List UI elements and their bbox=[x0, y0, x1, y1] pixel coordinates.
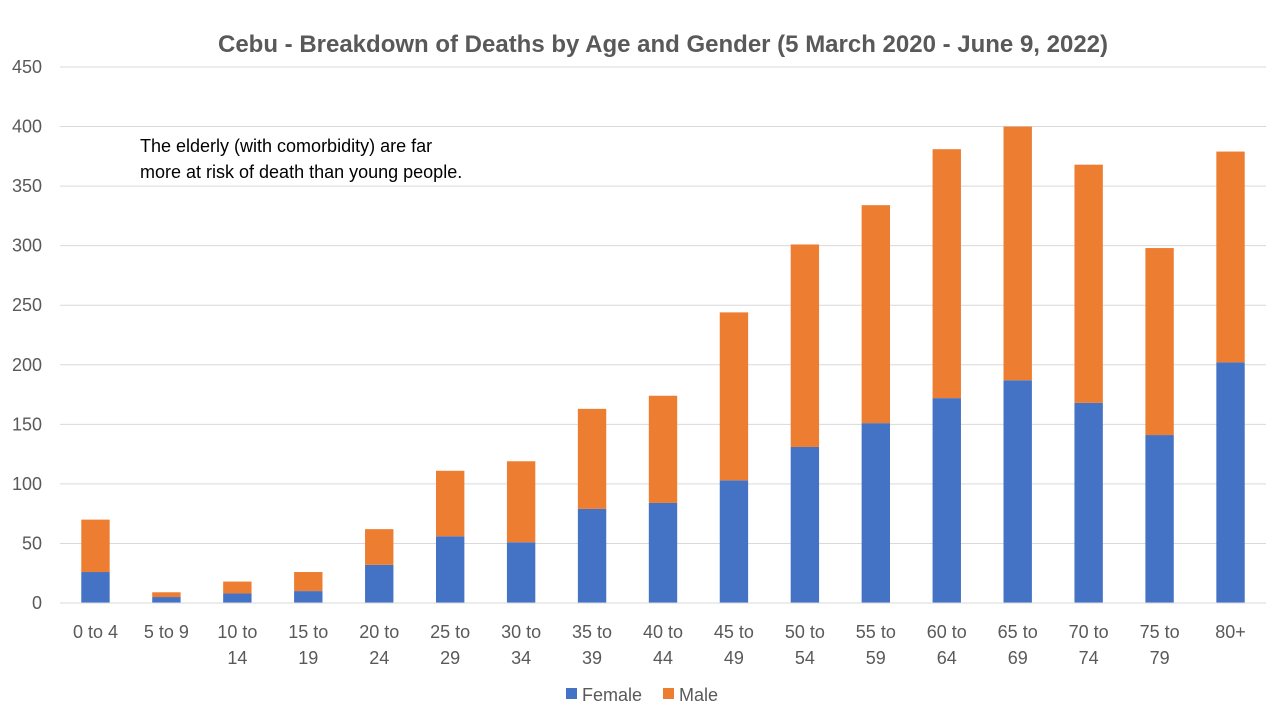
bar-female bbox=[223, 593, 252, 603]
y-tick-label: 100 bbox=[12, 474, 42, 494]
x-tick-label: 75 to bbox=[1140, 622, 1180, 642]
bar-female bbox=[648, 502, 678, 603]
bar-female bbox=[719, 480, 749, 603]
x-tick-label: 24 bbox=[369, 648, 389, 668]
bar-female bbox=[294, 591, 323, 603]
bar-male bbox=[648, 395, 678, 503]
bar-female bbox=[1003, 380, 1032, 603]
x-tick-label: 20 to bbox=[359, 622, 399, 642]
chart-title: Cebu - Breakdown of Deaths by Age and Ge… bbox=[218, 31, 1108, 58]
bar-male bbox=[1074, 164, 1103, 403]
x-tick-label: 25 to bbox=[430, 622, 470, 642]
x-tick-label: 5 to 9 bbox=[144, 622, 189, 642]
bar-male bbox=[1145, 248, 1174, 436]
x-tick-label: 0 to 4 bbox=[73, 622, 118, 642]
x-tick-label: 70 to bbox=[1069, 622, 1109, 642]
x-tick-label: 60 to bbox=[927, 622, 967, 642]
gridlines bbox=[60, 66, 1266, 544]
x-tick-label: 80+ bbox=[1215, 622, 1246, 642]
x-tick-label: 14 bbox=[227, 648, 247, 668]
bar-female bbox=[365, 564, 394, 603]
bar-male bbox=[81, 519, 110, 573]
x-tick-label: 39 bbox=[582, 648, 602, 668]
x-tick-label: 34 bbox=[511, 648, 531, 668]
bars bbox=[81, 126, 1245, 603]
bar-female bbox=[1216, 362, 1245, 603]
y-axis-ticks: 0 50 100 150 200 250 300 350 400 450 bbox=[12, 57, 42, 613]
bar-male bbox=[435, 470, 465, 537]
x-tick-label: 29 bbox=[440, 648, 460, 668]
x-tick-label: 55 to bbox=[856, 622, 896, 642]
bar-male bbox=[1216, 151, 1245, 363]
x-tick-label: 59 bbox=[866, 648, 886, 668]
bar-male bbox=[1003, 126, 1032, 381]
y-tick-label: 400 bbox=[12, 117, 42, 137]
bar-male bbox=[152, 592, 181, 598]
annotation-line-2: more at risk of death than young people. bbox=[140, 162, 462, 182]
bar-female bbox=[1145, 435, 1174, 603]
y-tick-label: 0 bbox=[32, 593, 42, 613]
x-tick-label: 79 bbox=[1150, 648, 1170, 668]
x-tick-label: 50 to bbox=[785, 622, 825, 642]
x-tick-label: 64 bbox=[937, 648, 957, 668]
x-tick-label: 45 to bbox=[714, 622, 754, 642]
bar-male bbox=[223, 581, 252, 594]
legend-swatch-female bbox=[566, 688, 577, 699]
x-tick-label: 35 to bbox=[572, 622, 612, 642]
legend-label-male: Male bbox=[679, 685, 718, 705]
bar-female bbox=[861, 423, 891, 603]
bar-male bbox=[577, 408, 607, 509]
x-tick-label: 44 bbox=[653, 648, 673, 668]
x-tick-label: 65 to bbox=[998, 622, 1038, 642]
x-tick-label: 69 bbox=[1008, 648, 1028, 668]
x-tick-label: 74 bbox=[1079, 648, 1099, 668]
legend-label-female: Female bbox=[582, 685, 642, 705]
bar-male bbox=[932, 149, 961, 399]
y-tick-label: 200 bbox=[12, 355, 42, 375]
x-tick-label: 30 to bbox=[501, 622, 541, 642]
bar-female bbox=[790, 446, 820, 603]
bar-male bbox=[365, 529, 394, 565]
bar-female bbox=[435, 536, 465, 603]
x-tick-label: 54 bbox=[795, 648, 815, 668]
y-tick-label: 450 bbox=[12, 57, 42, 77]
bar-female bbox=[81, 572, 110, 603]
annotation-line-1: The elderly (with comorbidity) are far bbox=[140, 136, 432, 156]
x-tick-label: 10 to bbox=[217, 622, 257, 642]
bar-male bbox=[719, 312, 749, 481]
legend: Female Male bbox=[566, 685, 718, 705]
bar-male bbox=[790, 244, 820, 447]
x-axis-ticks: 0 to 4 5 to 9 10 to 14 15 to 19 20 to 24 25 to 29… bbox=[73, 622, 1246, 668]
y-tick-label: 250 bbox=[12, 295, 42, 315]
legend-swatch-male bbox=[663, 688, 674, 699]
bar-female bbox=[932, 398, 961, 603]
bar-female bbox=[152, 597, 181, 603]
y-tick-label: 150 bbox=[12, 414, 42, 434]
y-tick-label: 300 bbox=[12, 236, 42, 256]
bar-male bbox=[506, 461, 536, 543]
x-tick-label: 40 to bbox=[643, 622, 683, 642]
bar-female bbox=[577, 508, 607, 603]
y-tick-label: 350 bbox=[12, 176, 42, 196]
annotation: The elderly (with comorbidity) are far m… bbox=[140, 136, 462, 182]
bar-male bbox=[294, 572, 323, 592]
bar-female bbox=[1074, 402, 1103, 603]
x-tick-label: 15 to bbox=[288, 622, 328, 642]
x-tick-label: 49 bbox=[724, 648, 744, 668]
y-tick-label: 50 bbox=[22, 533, 42, 553]
bar-male bbox=[861, 205, 891, 424]
bar-female bbox=[506, 542, 536, 603]
x-tick-label: 19 bbox=[298, 648, 318, 668]
